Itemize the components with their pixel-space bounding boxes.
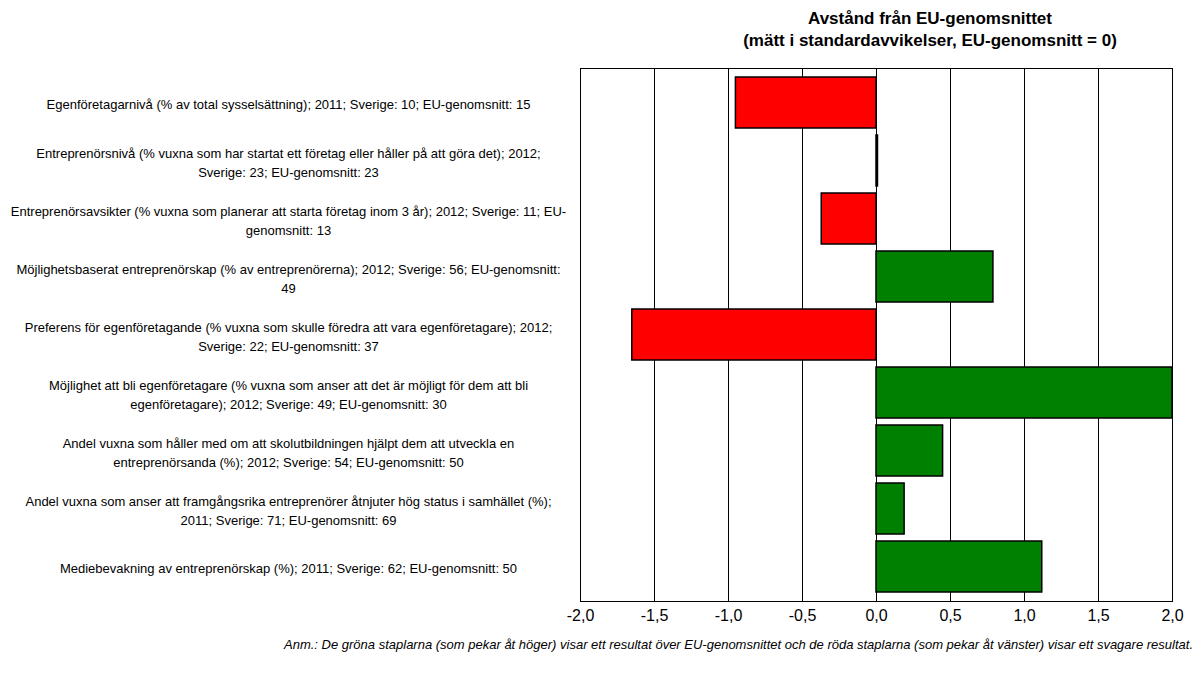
svg-text:-0,5: -0,5 [789, 607, 817, 624]
svg-text:Möjlighetsbaserat entreprenörs: Möjlighetsbaserat entreprenörskap (% av … [16, 261, 560, 296]
svg-text:Entreprenörsnivå (% vuxna som: Entreprenörsnivå (% vuxna som har starta… [36, 145, 540, 180]
svg-text:Egenföretagarnivå (% av total: Egenföretagarnivå (% av total sysselsätt… [47, 97, 531, 112]
html-text:(mätt i standardavvikelser, EU: (mätt i standardavvikelser, EU-genomsnit… [743, 31, 1117, 50]
svg-text:1,5: 1,5 [1087, 607, 1109, 624]
svg-text:Möjlighet att bli egenföretaga: Möjlighet att bli egenföretagare (% vuxn… [49, 377, 528, 412]
svg-text:-2,0: -2,0 [567, 607, 595, 624]
svg-text:Andel vuxna som anser att fram: Andel vuxna som anser att framgångsrika … [25, 493, 551, 528]
svg-text:-1,0: -1,0 [715, 607, 743, 624]
svg-text:Mediebevakning av entreprenörs: Mediebevakning av entreprenörskap (%); 2… [60, 561, 517, 576]
svg-text:Entreprenörsavsikter (% vuxna: Entreprenörsavsikter (% vuxna som planer… [11, 203, 566, 238]
html-text:Anm.: De gröna staplarna (som: Anm.: De gröna staplarna (som pekar åt h… [284, 637, 1193, 652]
svg-text:2,0: 2,0 [1161, 607, 1183, 624]
svg-text:0,0: 0,0 [865, 607, 887, 624]
html-text:Avstånd från EU-genomsnittet: Avstånd från EU-genomsnittet [808, 9, 1052, 28]
svg-text:Preferens för egenföretagande: Preferens för egenföretagande (% vuxna s… [25, 319, 553, 354]
svg-text:-1,5: -1,5 [641, 607, 669, 624]
svg-text:0,5: 0,5 [939, 607, 961, 624]
svg-text:Andel vuxna som håller med om: Andel vuxna som håller med om att skolut… [63, 435, 515, 470]
svg-text:1,0: 1,0 [1013, 607, 1035, 624]
